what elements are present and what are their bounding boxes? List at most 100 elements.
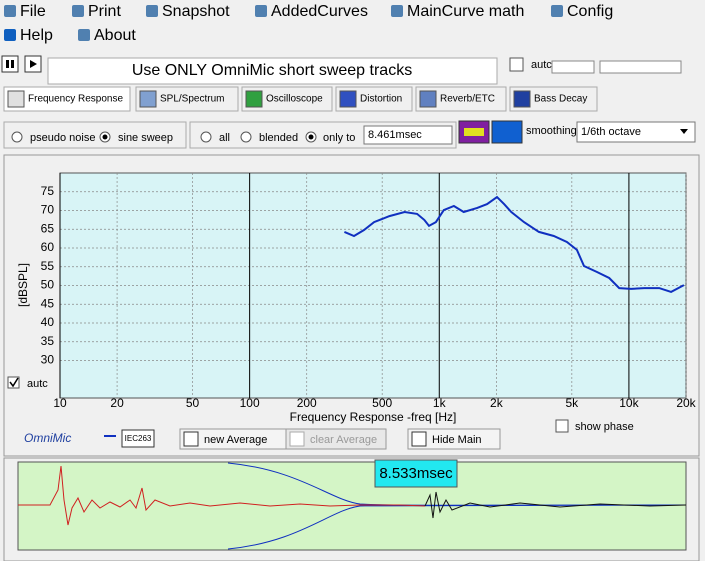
y-tick-label: 35 [41,334,55,348]
button-label: clear Average [310,434,377,446]
y-tick-label: 60 [41,240,55,254]
button-icon [183,431,199,447]
radio-label: pseudo noise [30,132,95,144]
button-label: Hide Main [432,434,482,446]
radio-label: all [219,132,230,144]
radio-label: blended [259,132,298,144]
waterfall-icon[interactable] [491,120,523,144]
x-tick-label: 500 [372,396,392,410]
menu-icon [72,5,84,17]
button-label: new Average [204,434,267,446]
menu-item[interactable]: Help [20,27,53,44]
y-axis-label: [dBSPL] [16,263,30,307]
time-readout: 8.533msec [379,465,453,482]
title-text: Use ONLY OmniMic short sweep tracks [132,62,412,79]
scope-trace [424,491,687,519]
menu-item[interactable]: MainCurve math [407,3,524,20]
scope-trace [18,465,426,526]
auto-checkbox[interactable] [7,376,20,389]
x-tick-label: 20 [110,396,124,410]
phase-checkbox[interactable] [555,419,569,433]
tab-icon [513,90,531,108]
button-icon [289,431,305,447]
spectrogram-icon [464,128,484,136]
menu-icon [4,29,16,41]
smoothing-value: 1/6th octave [581,126,641,138]
menu-item[interactable]: About [94,27,136,44]
tab-icon [245,90,263,108]
y-tick-label: 50 [41,278,55,292]
scope-envelope [227,504,687,550]
smoothing-label: smoothing [526,125,577,137]
y-tick-label: 75 [41,184,55,198]
x-tick-label: 5k [565,396,579,410]
x-tick-label: 100 [240,396,260,410]
button[interactable] [407,428,501,450]
dropdown-arrow [680,129,688,134]
play-icon [30,60,37,68]
auto-label: autc [531,59,552,71]
time-readout-box [374,459,458,488]
pause-icon [11,60,14,68]
tab-icon [419,90,437,108]
menu-item[interactable]: Config [567,3,613,20]
x-tick-label: 2k [490,396,504,410]
menu-item[interactable]: File [20,3,46,20]
radio[interactable] [200,131,212,143]
tab-label: Bass Decay [534,94,587,105]
x-tick-label: 50 [186,396,200,410]
auto-label: autc [27,378,48,390]
radio[interactable] [11,131,23,143]
menu-item[interactable]: Snapshot [162,3,230,20]
menu-icon [4,5,16,17]
y-tick-label: 55 [41,259,55,273]
slider[interactable] [551,60,595,74]
response-curve [344,195,685,293]
options-group [189,121,457,149]
phase-label: show phase [575,421,634,433]
options-group [3,121,187,149]
title-box [47,57,498,85]
brand-label: OmniMic [24,431,71,445]
button-icon [411,431,427,447]
iec-label: IEC263 [125,434,152,443]
x-tick-label: 1k [433,396,447,410]
auto-checkbox[interactable] [509,57,524,72]
pause-icon [6,60,9,68]
window-value: 8.461msec [368,129,422,141]
radio-label: sine sweep [118,132,173,144]
button[interactable] [285,428,387,450]
tab-icon [139,90,157,108]
menu-item[interactable]: AddedCurves [271,3,368,20]
tab-label: Frequency Response [28,94,123,105]
menu-icon [551,5,563,17]
x-tick-label: 10 [53,396,67,410]
tab[interactable] [3,86,131,112]
menu-icon [391,5,403,17]
tab-label: Reverb/ETC [440,94,495,105]
y-tick-label: 70 [41,203,55,217]
check-mark [9,377,19,388]
menu-icon [78,29,90,41]
slider[interactable] [599,60,682,74]
tab-icon [7,90,25,108]
x-tick-label: 10k [619,396,639,410]
tab-label: Distortion [360,94,402,105]
smoothing-select[interactable] [576,121,696,143]
pause-button[interactable] [1,55,19,73]
x-tick-label: 200 [297,396,317,410]
y-tick-label: 45 [41,296,55,310]
radio[interactable] [240,131,252,143]
radio-dot [102,134,108,140]
radio-label: only to [323,132,355,144]
tab-icon [339,90,357,108]
x-axis-label: Frequency Response -freq [Hz] [290,410,457,424]
tab-label: SPL/Spectrum [160,94,224,105]
iec-icon [121,429,155,448]
menu-item[interactable]: Print [88,3,121,20]
y-tick-label: 40 [41,315,55,329]
y-tick-label: 30 [41,353,55,367]
x-tick-label: 20k [676,396,696,410]
window-input[interactable] [363,125,453,145]
